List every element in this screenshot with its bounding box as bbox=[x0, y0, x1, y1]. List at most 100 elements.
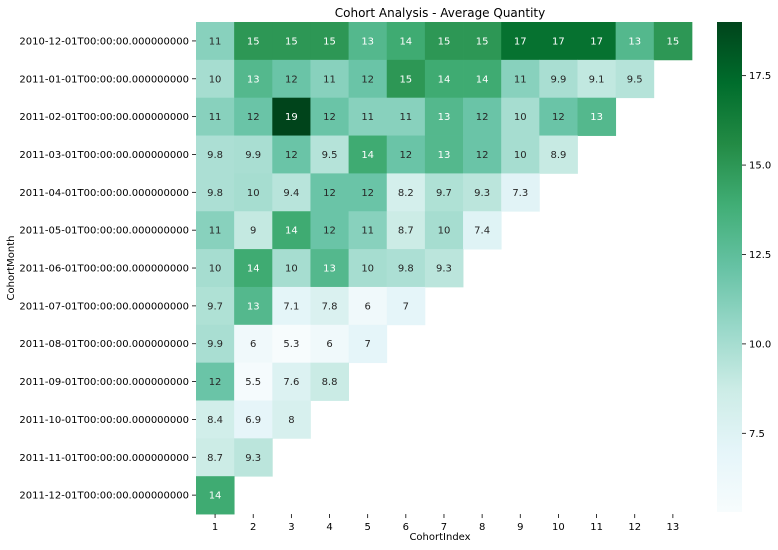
heatmap-cell bbox=[424, 249, 464, 288]
heatmap-cell bbox=[196, 22, 235, 61]
heatmap-cell bbox=[501, 97, 540, 136]
heatmap-cell bbox=[272, 135, 311, 174]
heatmap-cell bbox=[348, 59, 388, 99]
x-tick-label: 1 bbox=[212, 522, 218, 533]
heatmap-cell-label: 8.2 bbox=[398, 188, 414, 199]
heatmap-cell bbox=[386, 59, 426, 99]
heatmap-cell bbox=[577, 22, 617, 61]
heatmap-cell bbox=[310, 173, 349, 212]
y-tick-labels: 2010-12-01T00:00:00.000000000 2011-01-01T… bbox=[19, 36, 196, 502]
x-tick-label: 11 bbox=[590, 522, 603, 533]
heatmap-cell bbox=[272, 286, 311, 326]
heatmap-cell-label: 12 bbox=[323, 226, 336, 237]
heatmap-cell bbox=[196, 324, 235, 364]
heatmap-cell bbox=[463, 135, 502, 174]
heatmap-cell bbox=[196, 59, 235, 99]
heatmap-cell bbox=[234, 22, 273, 61]
heatmap-cell bbox=[310, 97, 349, 136]
heatmap-cell-label: 7 bbox=[364, 339, 370, 350]
heatmap-cell-label: 15 bbox=[438, 36, 451, 47]
heatmap-cell bbox=[577, 59, 617, 99]
heatmap-cell-label: 10 bbox=[514, 150, 527, 161]
heatmap-cell bbox=[501, 135, 540, 174]
x-tick-label: 8 bbox=[479, 522, 485, 533]
heatmap-cell-label: 12 bbox=[285, 74, 298, 85]
heatmap-cell bbox=[310, 135, 349, 174]
heatmap-cell bbox=[196, 135, 235, 174]
heatmap-cell bbox=[196, 438, 235, 477]
heatmap-cell bbox=[463, 173, 502, 212]
heatmap-cell bbox=[310, 324, 349, 364]
heatmap-cell-label: 9.3 bbox=[436, 264, 452, 275]
heatmap-cell-label: 13 bbox=[628, 36, 641, 47]
heatmap-cell bbox=[348, 211, 388, 250]
heatmap-cell-label: 11 bbox=[514, 74, 527, 85]
heatmap-cell bbox=[234, 286, 273, 326]
heatmap-cell bbox=[615, 59, 655, 99]
heatmap-cell-label: 12 bbox=[361, 74, 374, 85]
heatmap-cell bbox=[386, 135, 426, 174]
chart-title: Cohort Analysis - Average Quantity bbox=[335, 6, 545, 20]
heatmap-cell-label: 6 bbox=[364, 301, 370, 312]
heatmap-cell-label: 8.4 bbox=[207, 415, 223, 426]
y-tick-label: 2011-12-01T00:00:00.000000000 bbox=[19, 491, 189, 502]
heatmap-cell-label: 12 bbox=[323, 112, 336, 123]
heatmap-cell bbox=[424, 135, 464, 174]
heatmap-cell bbox=[272, 249, 311, 288]
heatmap-cell bbox=[348, 324, 388, 364]
heatmap-cell bbox=[310, 286, 349, 326]
heatmap-cell-label: 15 bbox=[323, 36, 336, 47]
heatmap-cell-label: 8.8 bbox=[322, 377, 338, 388]
heatmap-cell bbox=[348, 135, 388, 174]
heatmap-cell bbox=[234, 400, 273, 439]
heatmap-cell-label: 12 bbox=[552, 112, 565, 123]
heatmap-cell-label: 10 bbox=[247, 188, 260, 199]
y-tick-label: 2011-10-01T00:00:00.000000000 bbox=[19, 415, 189, 426]
heatmap-cell-label: 12 bbox=[361, 188, 374, 199]
heatmap-cell-label: 13 bbox=[438, 112, 451, 123]
heatmap-cell-label: 17 bbox=[514, 36, 527, 47]
heatmap-cell bbox=[272, 22, 311, 61]
heatmap-cell-label: 17 bbox=[552, 36, 565, 47]
heatmap-cell-label: 7 bbox=[403, 301, 409, 312]
heatmap-cell-label: 13 bbox=[361, 36, 374, 47]
heatmap-cell-label: 9.9 bbox=[207, 339, 223, 350]
heatmap-cell-label: 14 bbox=[285, 226, 298, 237]
y-tick-label: 2011-04-01T00:00:00.000000000 bbox=[19, 188, 189, 199]
y-tick-label: 2010-12-01T00:00:00.000000000 bbox=[19, 36, 189, 47]
colorbar-tick-label: 17.5 bbox=[749, 71, 771, 82]
heatmap-cell-label: 12 bbox=[476, 112, 489, 123]
heatmap-cell bbox=[234, 135, 273, 174]
heatmap-cell-label: 9.9 bbox=[245, 150, 261, 161]
heatmap-cell-label: 9.8 bbox=[207, 188, 223, 199]
heatmap-cell bbox=[386, 97, 426, 136]
x-tick-label: 10 bbox=[552, 522, 565, 533]
heatmap-cell-label: 11 bbox=[399, 112, 412, 123]
colorbar-tick-label: 15.0 bbox=[749, 161, 771, 172]
heatmap-cell bbox=[615, 22, 655, 61]
heatmap-cell-label: 5.5 bbox=[245, 377, 261, 388]
heatmap-cell bbox=[234, 211, 273, 250]
heatmap-cell bbox=[310, 211, 349, 250]
heatmap-cell bbox=[272, 173, 311, 212]
y-tick-label: 2011-06-01T00:00:00.000000000 bbox=[19, 264, 189, 275]
heatmap-cell-label: 10 bbox=[361, 264, 374, 275]
heatmap-cell-label: 5.3 bbox=[283, 339, 299, 350]
x-tick-label: 2 bbox=[250, 522, 256, 533]
heatmap-cell bbox=[196, 362, 235, 401]
heatmap-cell-label: 9.8 bbox=[398, 264, 414, 275]
heatmap-cell bbox=[424, 22, 464, 61]
heatmap-cell bbox=[424, 97, 464, 136]
heatmap-cell-label: 11 bbox=[361, 226, 374, 237]
heatmap-cell bbox=[539, 59, 578, 99]
heatmap-cell-label: 7.8 bbox=[322, 301, 338, 312]
heatmap-cell bbox=[234, 438, 273, 477]
heatmap-cell bbox=[272, 97, 311, 136]
heatmap-cell bbox=[501, 59, 540, 99]
heatmap-cell bbox=[348, 249, 388, 288]
y-tick-label: 2011-09-01T00:00:00.000000000 bbox=[19, 377, 189, 388]
heatmap-cell bbox=[196, 286, 235, 326]
heatmap-cell bbox=[234, 324, 273, 364]
heatmap-cell-label: 14 bbox=[247, 264, 260, 275]
heatmap-cell bbox=[234, 59, 273, 99]
